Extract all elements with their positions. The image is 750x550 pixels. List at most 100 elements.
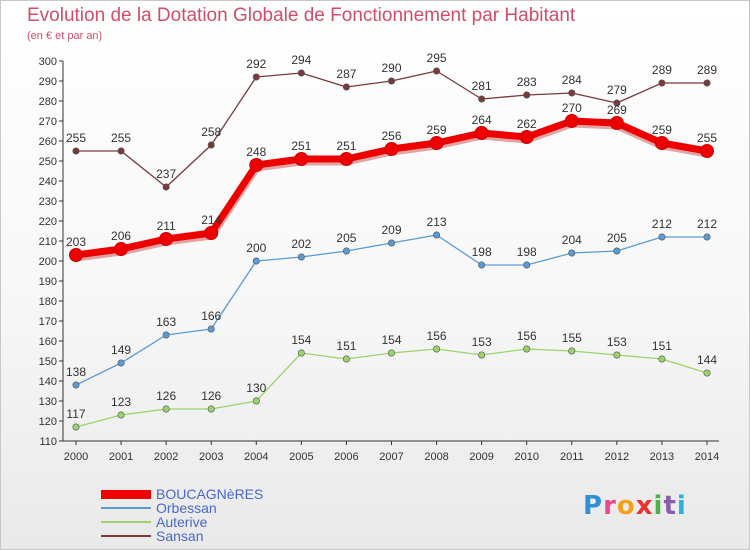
data-label: 256: [381, 129, 401, 143]
data-point: [162, 405, 170, 413]
data-point: [523, 261, 531, 269]
legend-item: BOUCAGNèRES: [101, 487, 263, 501]
data-label: 126: [201, 389, 221, 403]
data-point: [72, 423, 80, 431]
data-label: 204: [562, 233, 582, 247]
x-tick-label: 2013: [650, 451, 674, 463]
data-label: 200: [246, 241, 266, 255]
data-point: [252, 257, 260, 265]
axes: 110 120 130 140 150 160 170 180 190 200 210 220 230 2…: [39, 56, 720, 463]
logo-letter: i: [676, 491, 687, 521]
data-point: [609, 116, 624, 130]
data-label: 213: [427, 215, 447, 229]
data-point: [478, 351, 486, 359]
data-labels: 117 123 126 126 130 154 151 154 156 153 156 155 153 1…: [66, 51, 717, 421]
data-label: 151: [336, 339, 356, 353]
y-tick-label: 170: [39, 316, 57, 328]
y-tick-label: 210: [39, 236, 57, 248]
data-point: [658, 79, 666, 87]
data-label: 251: [291, 139, 311, 153]
data-point: [384, 142, 399, 156]
data-label: 237: [156, 167, 176, 181]
data-point: [700, 144, 714, 158]
data-point: [658, 233, 666, 241]
data-label: 262: [517, 117, 537, 131]
data-point: [654, 136, 669, 150]
x-tick-label: 2011: [560, 451, 584, 463]
data-point: [207, 325, 215, 333]
logo-letter: t: [663, 491, 677, 521]
data-label: 202: [291, 237, 311, 251]
data-label: 295: [427, 51, 447, 65]
data-label: 153: [607, 335, 627, 349]
chart-title: Evolution de la Dotation Globale de Fonc…: [27, 5, 576, 26]
data-label: 269: [607, 103, 627, 117]
data-label: 255: [697, 131, 717, 145]
x-tick-label: 2012: [605, 451, 629, 463]
y-tick-label: 280: [39, 96, 57, 108]
data-point: [252, 73, 260, 81]
data-label: 284: [562, 73, 582, 87]
x-tick-label: 2002: [154, 451, 178, 463]
x-tick-label: 2003: [199, 451, 223, 463]
y-tick-label: 110: [39, 436, 57, 448]
x-tick-label: 2005: [289, 451, 313, 463]
x-tick-label: 2000: [64, 451, 88, 463]
x-tick-label: 2009: [469, 451, 493, 463]
data-label: 281: [472, 79, 492, 93]
data-point: [339, 152, 354, 166]
x-tick-label: 2004: [244, 451, 268, 463]
y-tick-label: 190: [39, 276, 57, 288]
series-points: [69, 67, 714, 431]
data-label: 117: [66, 407, 85, 421]
data-point: [613, 351, 621, 359]
data-label: 149: [111, 343, 131, 357]
data-point: [433, 67, 441, 75]
data-label: 264: [472, 113, 492, 127]
data-label: 255: [111, 131, 131, 145]
data-point: [613, 247, 621, 255]
data-label: 163: [156, 315, 176, 329]
data-label: 251: [336, 139, 356, 153]
x-tick-label: 2007: [379, 451, 403, 463]
legend-item: Auterive: [101, 515, 263, 529]
data-label: 283: [517, 75, 537, 89]
chart-subtitle: (en € et par an): [27, 30, 103, 42]
y-tick-label: 260: [39, 136, 57, 148]
data-label: 123: [111, 395, 131, 409]
data-point: [249, 158, 264, 172]
data-label: 198: [517, 245, 537, 259]
y-tick-label: 270: [39, 116, 57, 128]
y-tick-label: 200: [39, 256, 57, 268]
data-point: [117, 359, 125, 367]
x-tick-label: 2008: [424, 451, 448, 463]
data-point: [342, 83, 350, 91]
data-point: [342, 355, 350, 363]
y-tick-label: 250: [39, 156, 57, 168]
data-point: [478, 95, 486, 103]
data-label: 154: [291, 333, 311, 347]
x-tick-label: 2014: [695, 451, 719, 463]
x-tick-label: 2001: [109, 451, 133, 463]
data-point: [204, 226, 219, 240]
data-label: 212: [697, 217, 717, 231]
legend-swatch: [101, 507, 151, 509]
data-label: 279: [607, 83, 627, 97]
data-point: [703, 79, 711, 87]
data-point: [658, 355, 666, 363]
data-point: [342, 247, 350, 255]
legend-label: BOUCAGNèRES: [156, 486, 264, 502]
data-label: 156: [427, 329, 447, 343]
data-label: 259: [652, 123, 672, 137]
data-label: 205: [336, 231, 356, 245]
data-point: [72, 381, 80, 389]
data-point: [519, 130, 534, 144]
y-tick-label: 160: [39, 336, 57, 348]
data-point: [162, 331, 170, 339]
data-point: [297, 349, 305, 357]
data-point: [297, 69, 305, 77]
data-point: [568, 347, 576, 355]
proxiti-logo: Proxiti: [583, 491, 687, 521]
